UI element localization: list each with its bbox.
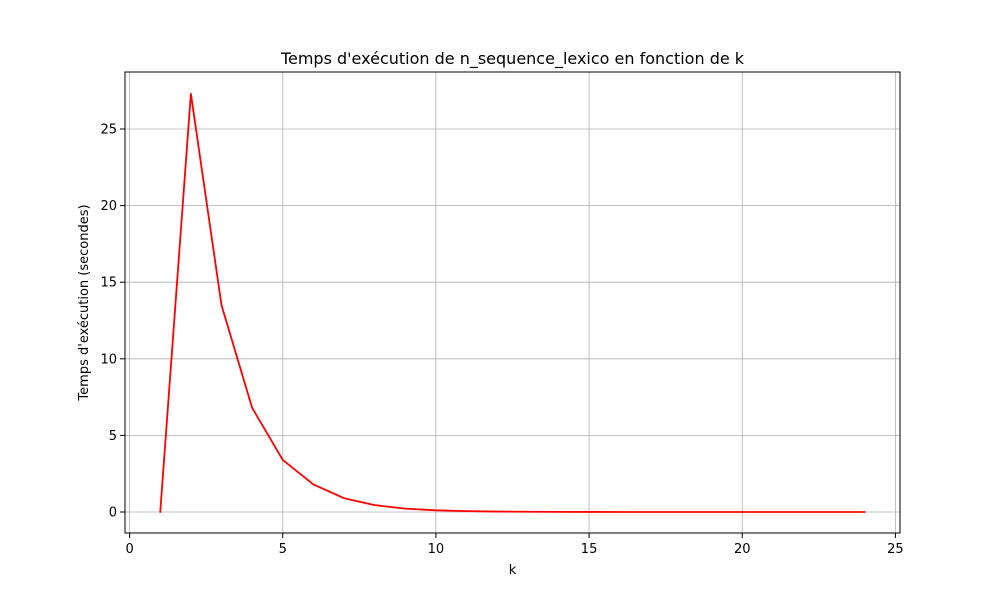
chart-title: Temps d'exécution de n_sequence_lexico e… — [280, 49, 745, 69]
data-layer — [159, 92, 866, 513]
x-axis-label: k — [509, 563, 517, 578]
y-tick-label: 5 — [109, 429, 117, 444]
plot-area-frame — [124, 71, 901, 534]
x-tick-label: 10 — [428, 542, 445, 557]
series-line-0 — [159, 92, 866, 513]
x-tick-label: 20 — [734, 542, 751, 557]
y-tick-label: 15 — [100, 276, 117, 291]
y-tick-label: 25 — [100, 122, 117, 137]
x-tick-label: 0 — [125, 542, 133, 557]
y-tick-label: 0 — [109, 506, 117, 521]
grid-lines — [125, 72, 900, 533]
y-axis-label: Temps d'exécution (secondes) — [77, 204, 92, 401]
y-axis-ticks: 0 5 10 15 20 25 — [100, 122, 125, 521]
x-axis-ticks: 0 5 10 15 20 25 — [125, 533, 904, 557]
x-tick-label: 5 — [279, 542, 287, 557]
y-tick-label: 20 — [100, 199, 117, 214]
y-tick-label: 10 — [100, 352, 117, 367]
x-tick-label: 15 — [581, 542, 598, 557]
x-tick-label: 25 — [887, 542, 904, 557]
